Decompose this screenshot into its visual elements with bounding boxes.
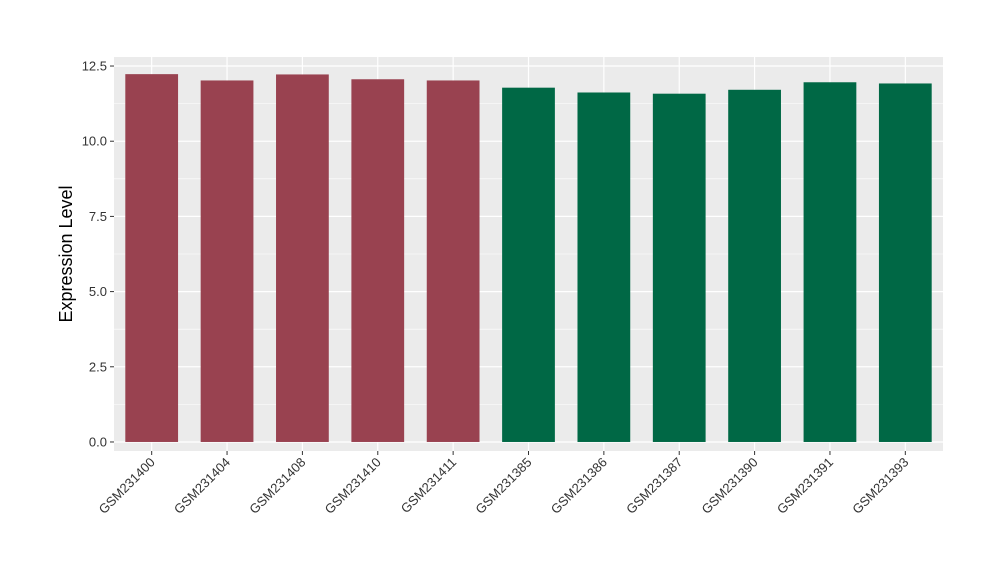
y-tick-label: 5.0	[89, 284, 107, 299]
bar-GSM231410	[351, 79, 405, 442]
bar-GSM231408	[276, 74, 329, 442]
bar-GSM231411	[426, 80, 480, 442]
bar-GSM231387	[652, 93, 706, 442]
bar-GSM231391	[803, 82, 857, 442]
x-tick-label: GSM231390	[698, 455, 760, 517]
y-tick-label: 0.0	[89, 434, 107, 449]
x-tick-label: GSM231385	[472, 455, 534, 517]
y-tick-label: 7.5	[89, 209, 107, 224]
bar-GSM231400	[125, 74, 179, 442]
bar-GSM231386	[577, 92, 631, 442]
bar-GSM231390	[728, 89, 781, 442]
bar-GSM231404	[200, 80, 254, 442]
x-axis: GSM231400 GSM231404 GSM231408 GSM231410 GSM2…	[96, 451, 911, 517]
y-tick-label: 12.5	[82, 59, 107, 74]
y-axis-title: Expression Level	[56, 185, 76, 322]
x-tick-label: GSM231387	[623, 455, 685, 517]
x-tick-label: GSM231411	[398, 455, 460, 517]
bar-GSM231385	[502, 87, 555, 442]
bar-GSM231393	[878, 83, 932, 442]
y-tick-label: 2.5	[89, 359, 107, 374]
x-tick-label: GSM231410	[322, 455, 384, 517]
x-tick-label: GSM231393	[849, 455, 911, 517]
x-tick-label: GSM231386	[548, 455, 610, 517]
y-axis: 0.0 2.5 5.0 7.5 10.0 12.5	[82, 59, 114, 449]
x-tick-label: GSM231404	[171, 455, 233, 517]
x-tick-label: GSM231391	[774, 455, 836, 517]
x-tick-label: GSM231408	[246, 455, 308, 517]
y-tick-label: 10.0	[82, 134, 107, 149]
bars	[125, 74, 932, 442]
x-tick-label: GSM231400	[96, 455, 158, 517]
